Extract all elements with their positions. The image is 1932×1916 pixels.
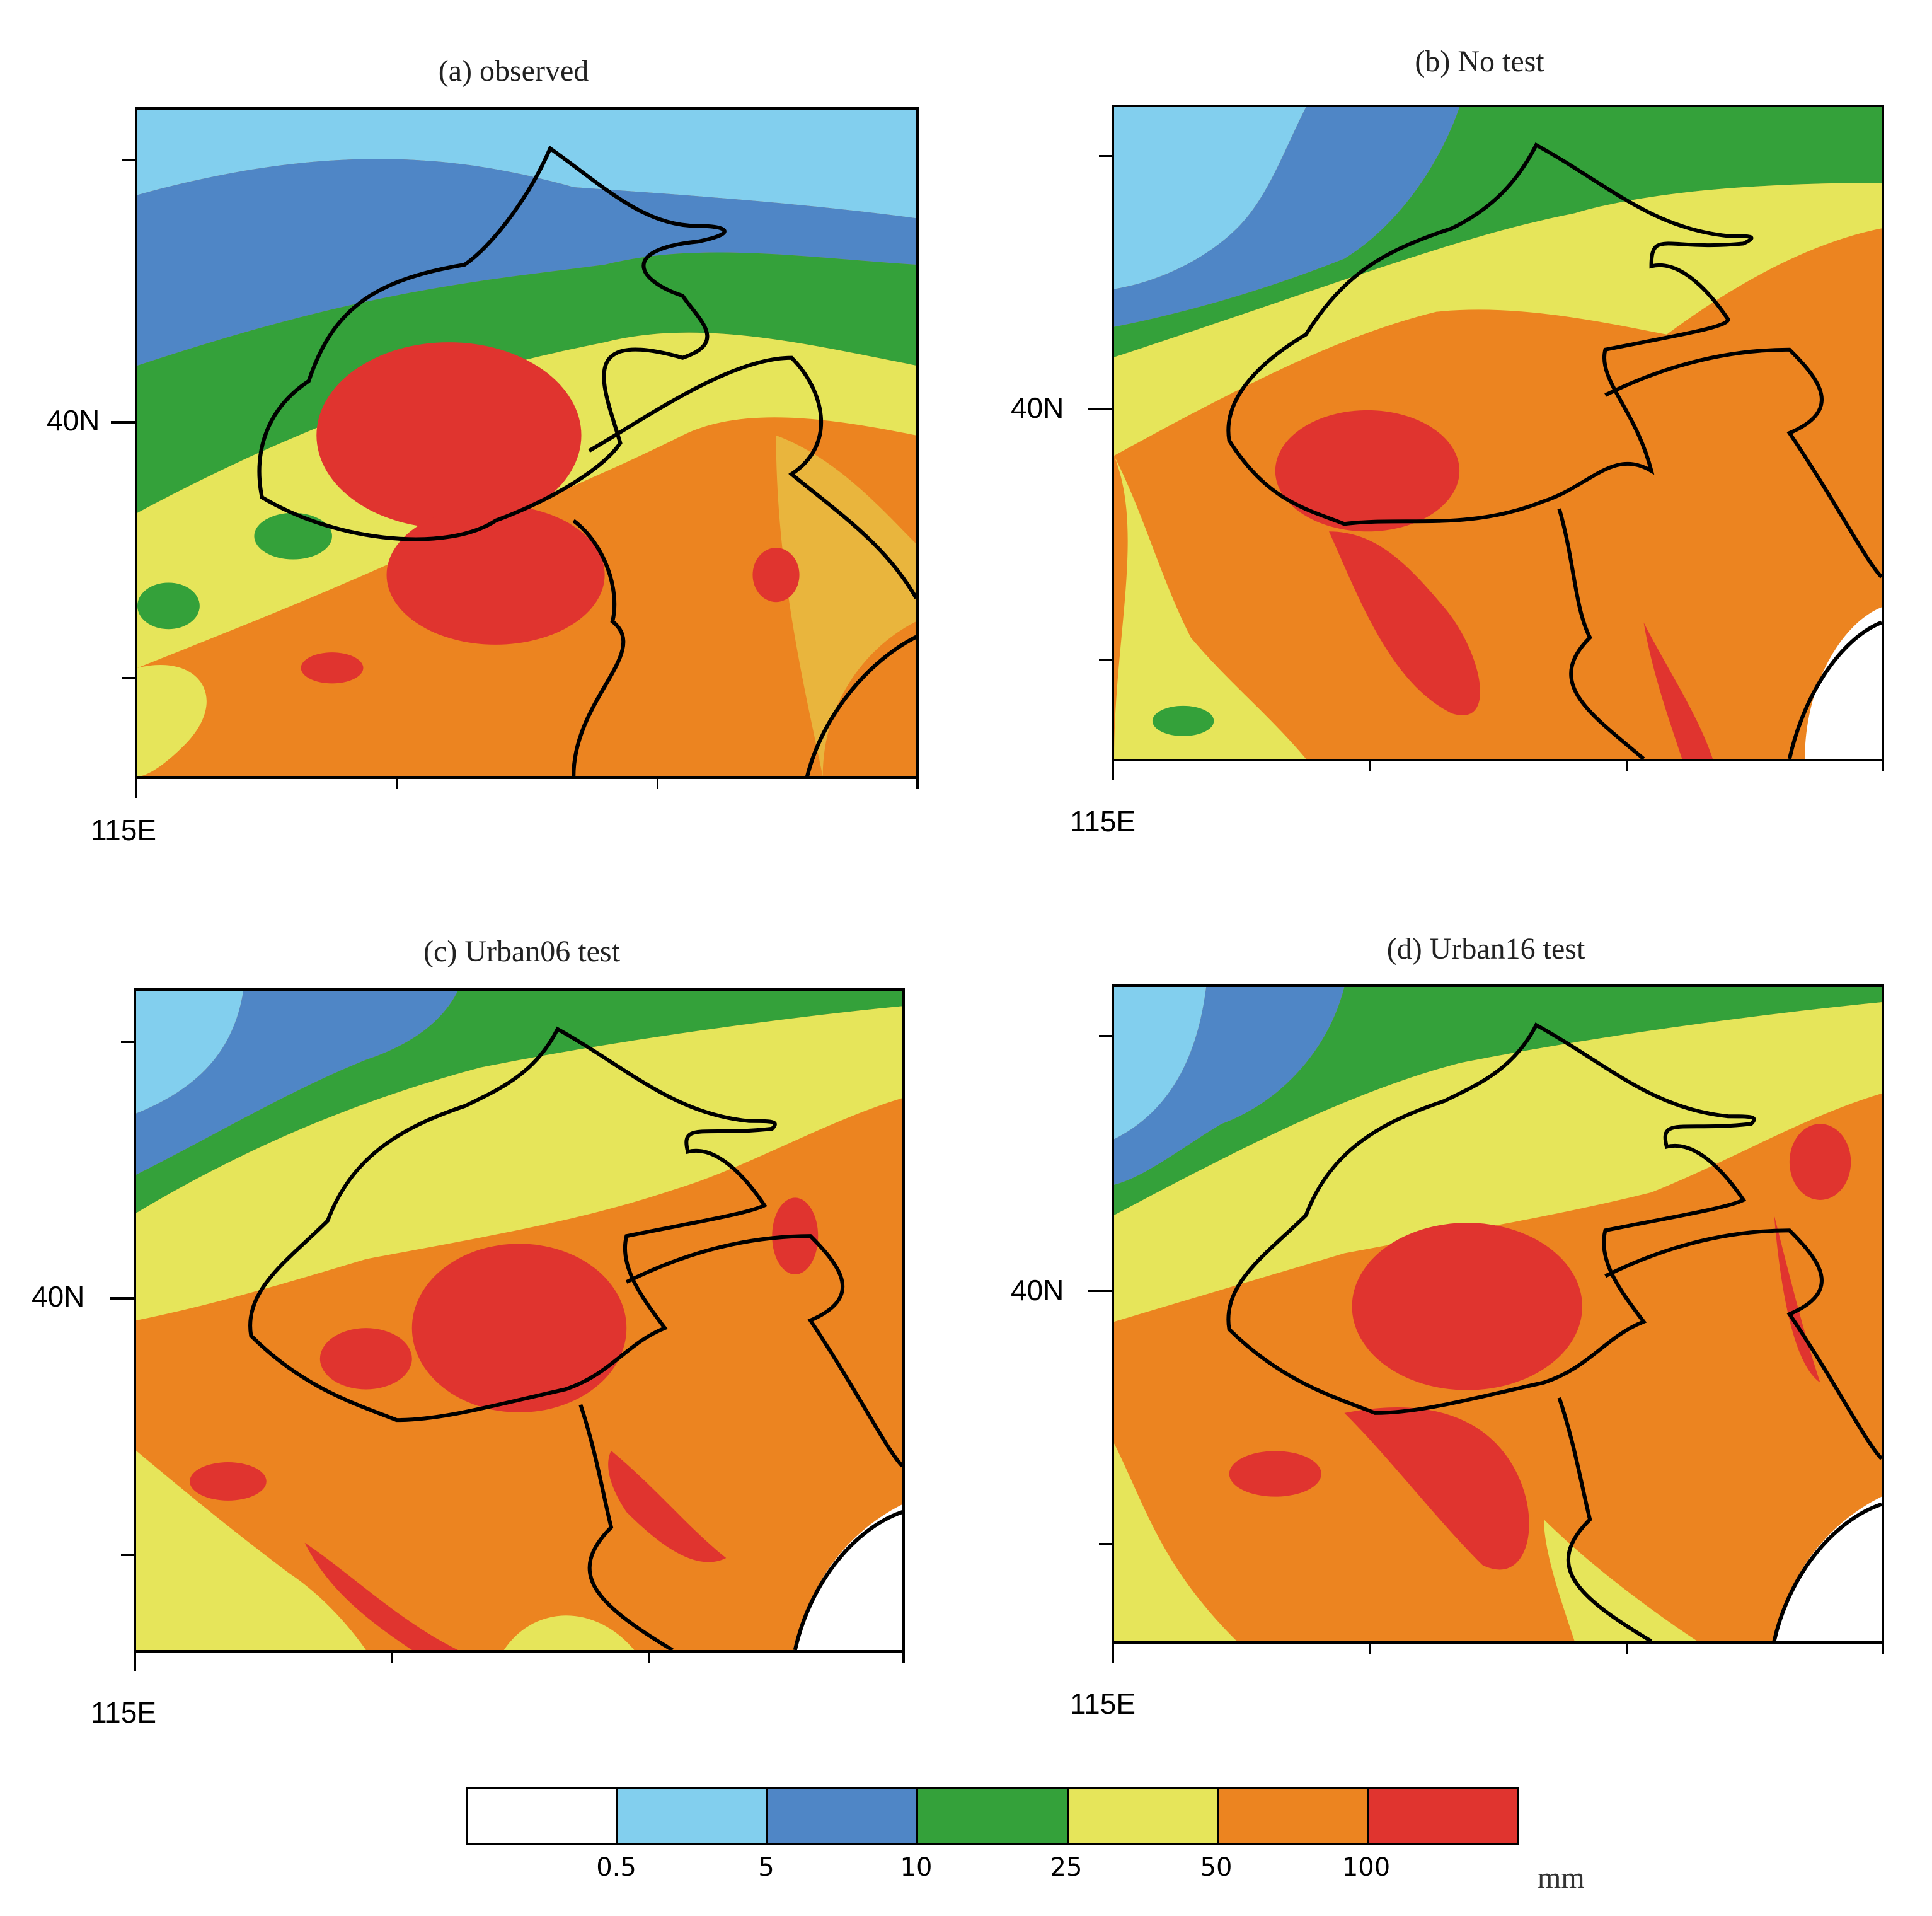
- panel-c-lat-tick-bottom: [121, 1554, 134, 1556]
- panel-b-lat-tick-top: [1099, 155, 1112, 157]
- panel-b-lon-tick-3: [1626, 761, 1628, 771]
- colorbar-label-4: 50: [1200, 1853, 1233, 1882]
- colorbar-segment-6: [1368, 1789, 1517, 1843]
- panel-d-lat-label: 40N: [1011, 1274, 1064, 1307]
- panel-d-map: [1112, 984, 1884, 1644]
- panel-c-title: (c) Urban06 test: [423, 935, 620, 968]
- panel-d-field: [1114, 987, 1882, 1641]
- panel-a-lon-tick-2: [396, 779, 398, 789]
- colorbar-label-0: 0.5: [596, 1853, 636, 1882]
- panel-b-lon-tick-4: [1882, 761, 1884, 771]
- colorbar-label-2: 10: [900, 1853, 933, 1882]
- panel-a-lon-tick-4: [916, 779, 919, 789]
- panel-c-lon-tick-4: [902, 1653, 905, 1663]
- colorbar-segment-5: [1218, 1789, 1369, 1843]
- panel-b-lon-label: 115E: [1070, 805, 1136, 838]
- panel-d-lon-tick-2: [1369, 1644, 1371, 1654]
- panel-b-lat-label: 40N: [1011, 391, 1064, 424]
- colorbar-segment-3: [918, 1789, 1069, 1843]
- panel-b-lon-tick-115e: [1112, 761, 1114, 780]
- colorbar-label-3: 25: [1050, 1853, 1083, 1882]
- panel-b-map: [1112, 105, 1884, 761]
- panel-d-lat-tick-top: [1099, 1035, 1112, 1037]
- panel-a-lon-tick-3: [657, 779, 658, 789]
- panel-b-field: [1114, 107, 1882, 759]
- colorbar-label-5: 100: [1342, 1853, 1391, 1882]
- panel-b-lat-tick-40n: [1088, 408, 1112, 410]
- panel-c-lat-tick-40n: [110, 1297, 134, 1300]
- colorbar-segment-0: [468, 1789, 619, 1843]
- panel-c-lon-tick-115e: [134, 1653, 136, 1671]
- colorbar-label-1: 5: [758, 1853, 774, 1882]
- panel-a-lat-label: 40N: [47, 404, 100, 437]
- panel-a-map: [135, 107, 919, 779]
- panel-c-lon-tick-2: [391, 1653, 393, 1663]
- panel-d-lon-label: 115E: [1070, 1687, 1136, 1720]
- panel-d-lat-tick-bottom: [1099, 1543, 1112, 1545]
- colorbar: [466, 1787, 1519, 1845]
- panel-d-lat-tick-40n: [1088, 1290, 1112, 1292]
- panel-c-field: [136, 991, 902, 1650]
- panel-c-lon-tick-3: [648, 1653, 650, 1663]
- panel-a-lon-tick-115e: [135, 779, 137, 798]
- panel-c-lat-label: 40N: [32, 1280, 85, 1313]
- panel-a-lat-tick-bottom: [122, 677, 135, 679]
- panel-b-lat-tick-bottom: [1099, 659, 1112, 661]
- panel-c-lon-label: 115E: [91, 1696, 157, 1729]
- colorbar-segment-1: [618, 1789, 769, 1843]
- panel-a-title: (a) observed: [438, 54, 589, 88]
- panel-d-lon-tick-115e: [1112, 1644, 1114, 1663]
- colorbar-segment-2: [768, 1789, 919, 1843]
- panel-d-title: (d) Urban16 test: [1386, 932, 1585, 966]
- colorbar-segment-4: [1068, 1789, 1219, 1843]
- panel-c-lat-tick-top: [121, 1041, 134, 1043]
- panel-c-map: [134, 988, 905, 1653]
- colorbar-unit: mm: [1538, 1861, 1585, 1895]
- panel-a-lon-label: 115E: [91, 814, 157, 846]
- panel-a-lat-tick-top: [122, 159, 135, 161]
- panel-b-title: (b) No test: [1415, 45, 1544, 78]
- panel-a-field: [137, 110, 916, 776]
- panel-a-lat-tick-40n: [111, 421, 135, 424]
- panel-d-lon-tick-4: [1882, 1644, 1884, 1654]
- panel-d-lon-tick-3: [1626, 1644, 1628, 1654]
- panel-b-lon-tick-2: [1369, 761, 1371, 771]
